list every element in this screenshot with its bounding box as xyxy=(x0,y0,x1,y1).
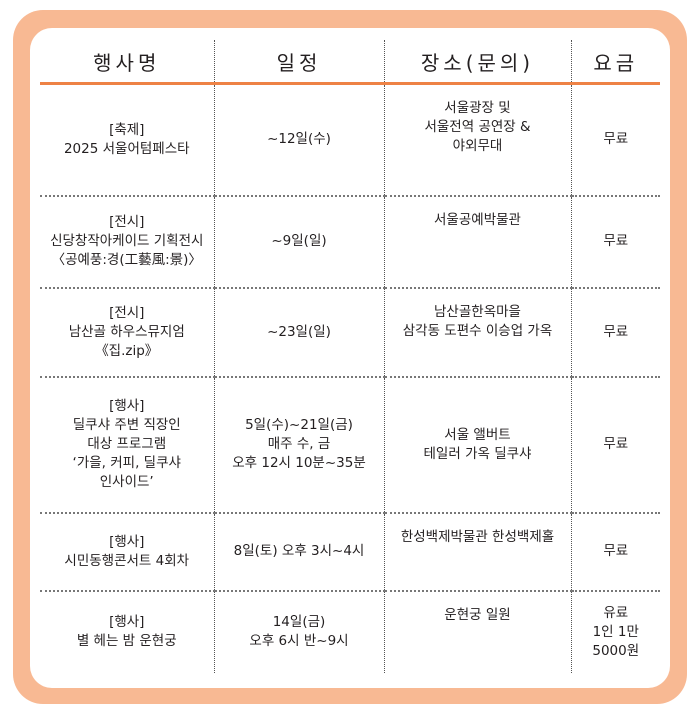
cell-schedule: ~23일(일) xyxy=(213,286,384,377)
schedule-line: 5일(수)~21일(금) xyxy=(245,417,353,433)
name-line: 시민동행콘서트 4회차 xyxy=(64,552,190,569)
cell-name: [행사] 별 헤는 밤 운현궁 xyxy=(40,589,214,673)
place-line: 서울광장 및 xyxy=(444,100,511,116)
name-line: 대상 프로그램 xyxy=(87,436,167,452)
cell-name: [전시] 신당창작아케이드 기획전시 〈공예풍:경(工藝風:景)〉 xyxy=(40,194,214,288)
cell-fee: 유료 1인 1만 5000원 xyxy=(570,589,660,673)
cell-name: [행사] 시민동행콘서트 4회차 xyxy=(40,511,214,591)
schedule-line: ~23일(일) xyxy=(267,323,331,340)
header-schedule: 일정 xyxy=(213,40,384,85)
cell-name: [전시] 남산골 하우스뮤지엄 《집.zip》 xyxy=(40,286,214,377)
schedule-line: 오후 12시 10분~35분 xyxy=(232,455,366,471)
cell-name: [축제] 2025 서울어텀페스타 xyxy=(40,84,214,196)
place-line: 테일러 가옥 딜쿠샤 xyxy=(423,445,532,462)
fee-line: 무료 xyxy=(603,233,629,249)
table-row: [행사] 시민동행콘서트 4회차 8일(토) 오후 3시~4시 한성백제박물관 한성백… xyxy=(40,511,660,591)
header-row: 행사명 일정 장소(문의) 요금 xyxy=(40,40,660,85)
cell-schedule: ~12일(수) xyxy=(213,83,384,196)
cell-place: 서울공예박물관 xyxy=(383,194,571,288)
place-line: 서울 앨버트 xyxy=(444,426,511,443)
cell-schedule: ~9일(일) xyxy=(213,194,384,288)
header-place: 장소(문의) xyxy=(383,40,571,85)
event-table: 행사명 일정 장소(문의) 요금 [축제] 2025 서울어텀페스타 ~12일(수)… xyxy=(40,40,660,673)
place-line: 삼각동 도편수 이승업 가옥 xyxy=(402,322,553,339)
cell-fee: 무료 xyxy=(570,375,660,513)
schedule-line: 매주 수, 금 xyxy=(267,436,331,452)
table-row: [전시] 신당창작아케이드 기획전시 〈공예풍:경(工藝風:景)〉 ~9일(일) 서울공… xyxy=(40,194,660,288)
schedule-line: 8일(토) 오후 3시~4시 xyxy=(233,543,365,559)
header-event-name: 행사명 xyxy=(40,40,214,85)
cell-place: 한성백제박물관 한성백제홀 xyxy=(383,511,571,591)
schedule-line: ~9일(일) xyxy=(271,233,327,249)
name-line: [행사] xyxy=(109,614,145,630)
place-line: 남산골한옥마을 xyxy=(434,303,521,320)
name-line: [행사] xyxy=(109,398,145,414)
name-line: [축제] xyxy=(109,121,145,138)
cell-schedule: 8일(토) 오후 3시~4시 xyxy=(213,511,384,591)
cell-fee: 무료 xyxy=(570,286,660,377)
fee-line: 유료 xyxy=(603,604,629,621)
place-line: 야외무대 xyxy=(452,138,503,154)
table-row: [행사] 별 헤는 밤 운현궁 14일(금) 오후 6시 반~9시 운현궁 일원 유료 1인… xyxy=(40,589,660,673)
place-line: 서울공예박물관 xyxy=(434,211,521,228)
schedule-line: ~12일(수) xyxy=(267,131,331,148)
name-line: 신당창작아케이드 기획전시 xyxy=(50,233,204,249)
fee-line: 5000원 xyxy=(592,642,640,659)
place-line: 한성백제박물관 한성백제홀 xyxy=(400,528,555,545)
name-line: [전시] xyxy=(109,304,145,321)
name-line: [행사] xyxy=(109,533,145,550)
name-line: 딜쿠샤 주변 직장인 xyxy=(72,417,181,433)
cell-fee: 무료 xyxy=(570,194,660,288)
name-line: 〈공예풍:경(工藝風:景)〉 xyxy=(51,252,202,268)
name-line: [전시] xyxy=(109,214,145,230)
name-line: 2025 서울어텀페스타 xyxy=(63,140,190,157)
schedule-line: 14일(금) xyxy=(272,614,326,630)
place-line: 운현궁 일원 xyxy=(444,606,511,623)
name-line: ‘가을, 커피, 딜쿠샤 xyxy=(72,455,181,471)
name-line: 남산골 하우스뮤지엄 xyxy=(68,323,185,340)
schedule-line: 오후 6시 반~9시 xyxy=(249,633,349,649)
cell-place: 운현궁 일원 xyxy=(383,589,571,673)
cell-fee: 무료 xyxy=(570,511,660,591)
header-fee: 요금 xyxy=(570,40,660,85)
name-line: 《집.zip》 xyxy=(95,342,159,359)
place-line: 서울전역 공연장 & xyxy=(424,119,531,135)
cell-fee: 무료 xyxy=(570,83,660,196)
fee-line: 1인 1만 xyxy=(592,623,639,640)
name-line: 별 헤는 밤 운현궁 xyxy=(76,633,177,649)
cell-schedule: 14일(금) 오후 6시 반~9시 xyxy=(213,589,384,673)
fee-line: 무료 xyxy=(603,543,629,559)
fee-line: 무료 xyxy=(603,131,629,148)
name-line: 인사이드’ xyxy=(99,474,154,490)
fee-line: 무료 xyxy=(603,436,629,452)
fee-line: 무료 xyxy=(603,323,629,340)
